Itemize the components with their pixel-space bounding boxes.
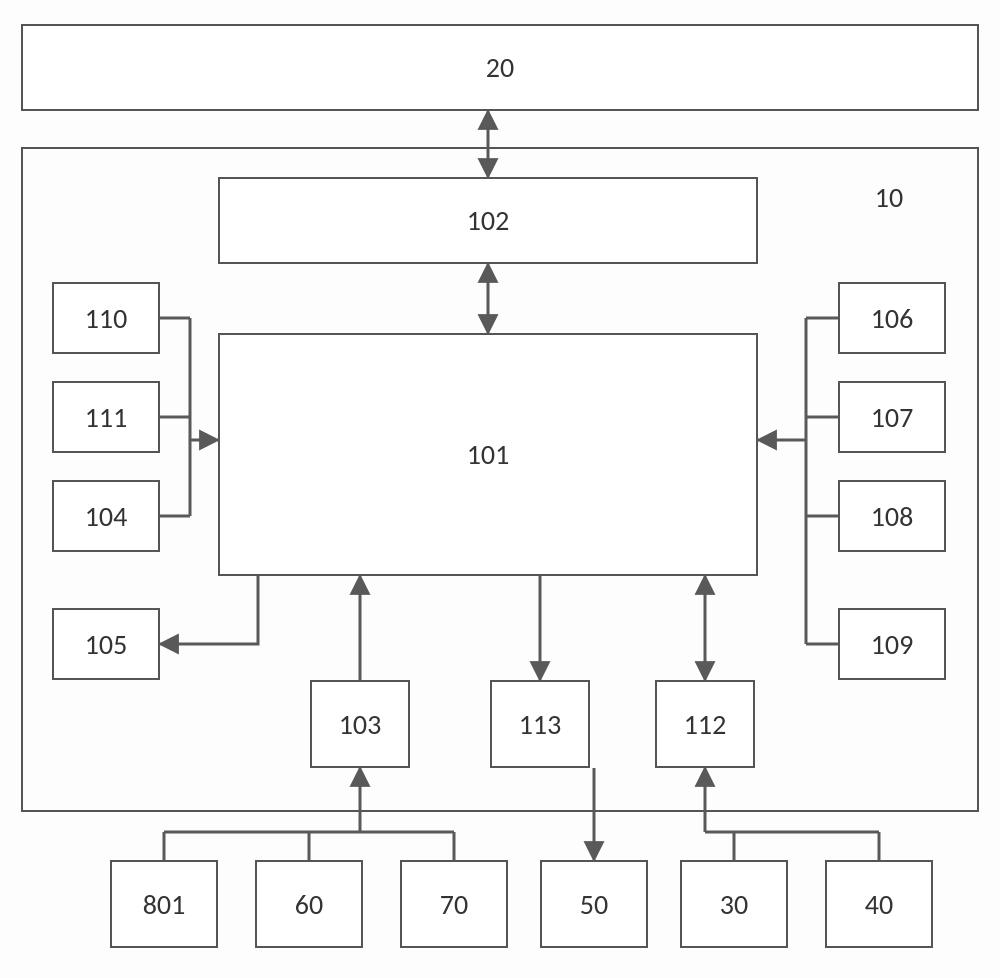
- label-102: 102: [467, 203, 510, 238]
- diagram-stage: 20 102 10 101 110 111 104 105 106 107 10…: [0, 0, 1000, 978]
- label-101: 101: [467, 437, 510, 472]
- box-70: 70: [400, 860, 508, 948]
- box-109: 109: [838, 608, 946, 680]
- box-111: 111: [52, 381, 160, 453]
- box-108: 108: [838, 480, 946, 552]
- box-40: 40: [825, 860, 933, 948]
- label-60: 60: [295, 887, 323, 922]
- box-801: 801: [110, 860, 218, 948]
- label-10: 10: [875, 180, 903, 215]
- label-103: 103: [339, 707, 382, 742]
- box-50: 50: [540, 860, 648, 948]
- box-107: 107: [838, 381, 946, 453]
- label-30: 30: [720, 887, 748, 922]
- label-801: 801: [143, 887, 186, 922]
- label-50: 50: [580, 887, 608, 922]
- box-112: 112: [655, 680, 755, 768]
- label-10-tag: 10: [844, 177, 934, 217]
- label-107: 107: [871, 400, 914, 435]
- label-110: 110: [85, 301, 128, 336]
- label-113: 113: [519, 707, 562, 742]
- label-70: 70: [440, 887, 468, 922]
- box-110: 110: [52, 282, 160, 354]
- label-112: 112: [684, 707, 727, 742]
- box-101: 101: [218, 333, 758, 576]
- label-111: 111: [85, 400, 128, 435]
- box-106: 106: [838, 282, 946, 354]
- box-30: 30: [680, 860, 788, 948]
- box-20: 20: [21, 24, 979, 111]
- box-113: 113: [490, 680, 590, 768]
- label-106: 106: [871, 301, 914, 336]
- label-108: 108: [871, 499, 914, 534]
- box-102: 102: [218, 177, 758, 264]
- box-103: 103: [310, 680, 410, 768]
- box-105: 105: [52, 608, 160, 680]
- box-104: 104: [52, 480, 160, 552]
- label-104: 104: [85, 499, 128, 534]
- box-60: 60: [255, 860, 363, 948]
- label-105: 105: [85, 627, 128, 662]
- label-20: 20: [486, 50, 514, 85]
- label-109: 109: [871, 627, 914, 662]
- label-40: 40: [865, 887, 893, 922]
